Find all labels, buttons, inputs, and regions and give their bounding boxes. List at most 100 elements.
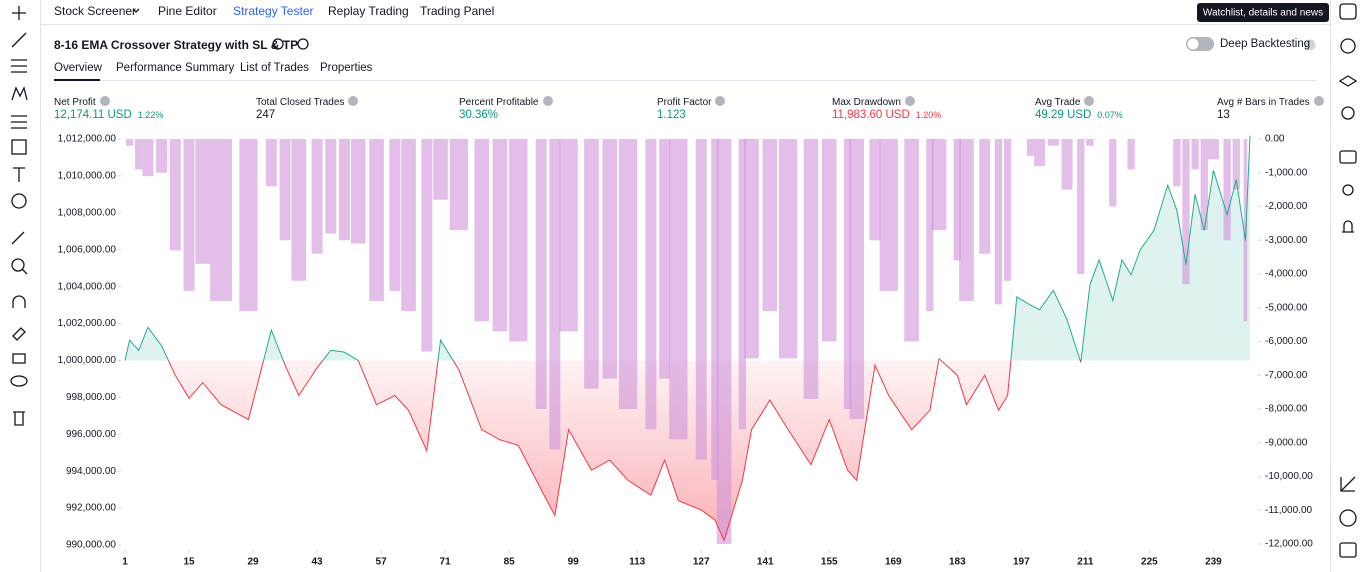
drawdown-bar bbox=[979, 139, 991, 254]
tab[interactable]: List of Trades bbox=[240, 62, 310, 74]
drawdown-bar bbox=[904, 139, 919, 342]
x-tick-label: 141 bbox=[757, 557, 774, 568]
drawdown-bar bbox=[738, 139, 747, 430]
y2-tick-label: -8,000.00 bbox=[1265, 404, 1308, 415]
x-tick-label: 57 bbox=[376, 557, 388, 568]
info-icon[interactable] bbox=[348, 96, 359, 106]
drawdown-bar bbox=[821, 139, 837, 342]
metric-value-text: 1.123 bbox=[657, 109, 686, 121]
y2-tick-label: -12,000.00 bbox=[1265, 539, 1313, 550]
y2-tick-label: -1,000.00 bbox=[1265, 167, 1308, 178]
nav-item[interactable]: Strategy Tester bbox=[233, 4, 314, 18]
drawdown-bar bbox=[1061, 139, 1073, 190]
help-icon[interactable] bbox=[1304, 39, 1316, 51]
right-tools[interactable] bbox=[1338, 3, 1358, 558]
drawdown-bar bbox=[695, 139, 707, 460]
nav-item[interactable]: Stock Screener bbox=[54, 4, 137, 18]
drawdown-bar bbox=[169, 139, 181, 251]
y-tick-label: 992,000.00 bbox=[66, 503, 116, 514]
info-icon[interactable] bbox=[904, 96, 915, 106]
drawdown-bar bbox=[279, 139, 291, 241]
drawdown-bar bbox=[843, 139, 852, 409]
equity-line bbox=[124, 135, 1251, 542]
y2-tick-label: -3,000.00 bbox=[1265, 235, 1308, 246]
drawdown-bar bbox=[433, 139, 448, 200]
drawdown-bar bbox=[1026, 139, 1035, 156]
drawdown-bar bbox=[339, 139, 350, 241]
drawdown-bar bbox=[421, 139, 433, 352]
deep-backtesting[interactable]: Deep Backtesting bbox=[1220, 38, 1311, 50]
tab[interactable]: Properties bbox=[320, 62, 373, 74]
tab[interactable]: Overview bbox=[54, 62, 102, 74]
alert-icon[interactable] bbox=[297, 38, 309, 50]
drawdown-bar bbox=[1232, 139, 1240, 190]
drawdown-bar bbox=[449, 139, 468, 231]
x-tick-label: 183 bbox=[949, 557, 966, 568]
drawdown-bar bbox=[1207, 139, 1219, 160]
drawdown-bar bbox=[716, 139, 732, 544]
info-icon[interactable] bbox=[542, 96, 553, 106]
drawdown-bar bbox=[711, 139, 719, 480]
x-tick-label: 85 bbox=[504, 557, 516, 568]
y-tick-label: 990,000.00 bbox=[66, 540, 116, 551]
metric-value-text: 247 bbox=[256, 109, 276, 121]
y-tick-label: 994,000.00 bbox=[66, 466, 116, 477]
toggle-knob bbox=[1187, 38, 1199, 50]
drawdown-bar bbox=[762, 139, 778, 312]
drawdown-bar bbox=[931, 139, 947, 231]
y-tick-label: 1,002,000.00 bbox=[58, 318, 117, 329]
y-tick-label: 996,000.00 bbox=[66, 429, 116, 440]
x-tick-label: 169 bbox=[885, 557, 902, 568]
info-icon[interactable] bbox=[99, 96, 110, 106]
y-tick-label: 998,000.00 bbox=[66, 392, 116, 403]
metric-label: Avg # Bars in Trades bbox=[1217, 96, 1324, 108]
y-tick-label: 1,004,000.00 bbox=[58, 281, 117, 292]
left-tools[interactable] bbox=[10, 6, 28, 426]
x-tick-label: 225 bbox=[1141, 557, 1158, 568]
drawdown-bar bbox=[879, 139, 898, 291]
settings-icon[interactable] bbox=[272, 38, 284, 50]
drawdown-bar bbox=[744, 139, 759, 359]
info-icon[interactable] bbox=[715, 96, 726, 106]
equity-area bbox=[125, 135, 1250, 541]
drawdown-bar bbox=[1047, 139, 1059, 146]
drawdown-bar bbox=[803, 139, 819, 399]
drawdown-bar bbox=[156, 139, 168, 173]
metric-label: Profit Factor bbox=[657, 96, 726, 108]
drawdown-bar bbox=[369, 139, 384, 301]
metric-change: 0.07% bbox=[1097, 110, 1123, 120]
drawdown-bar bbox=[474, 139, 490, 322]
drawdown-bar bbox=[195, 139, 211, 264]
nav-item[interactable]: Replay Trading bbox=[328, 4, 409, 18]
nav-item[interactable]: Trading Panel bbox=[420, 4, 495, 18]
drawdown-bar bbox=[1086, 139, 1094, 146]
info-icon[interactable] bbox=[1084, 96, 1095, 106]
x-tick-label: 43 bbox=[312, 557, 324, 568]
chevron[interactable] bbox=[132, 8, 140, 13]
y2-tick-label: 0.00 bbox=[1265, 134, 1285, 145]
metric-value-text: 12,174.11 USD bbox=[54, 109, 132, 121]
drawdown-bar bbox=[325, 139, 337, 234]
y-tick-label: 1,010,000.00 bbox=[58, 171, 117, 182]
info-icon[interactable] bbox=[1313, 96, 1324, 106]
metric-value: 13 bbox=[1217, 109, 1230, 121]
nav-item[interactable]: Pine Editor bbox=[158, 4, 217, 18]
drawdown-bar bbox=[645, 139, 657, 430]
drawdown-bar bbox=[1003, 139, 1012, 281]
drawdown-bar bbox=[778, 139, 798, 359]
drawdown-bar bbox=[659, 139, 671, 379]
drawdown-bar bbox=[849, 139, 865, 420]
drawdown-bar bbox=[1182, 139, 1190, 285]
metric-value: 49.29 USD 0.07% bbox=[1035, 109, 1123, 121]
metric-change: 1.22% bbox=[137, 110, 164, 120]
drawdown-bar bbox=[1173, 139, 1181, 187]
y2-tick-label: -11,000.00 bbox=[1265, 505, 1313, 516]
drawdown-bar bbox=[1200, 139, 1208, 231]
tab[interactable]: Performance Summary bbox=[116, 62, 235, 74]
metric-value: 1.123 bbox=[657, 109, 686, 121]
x-tick-label: 15 bbox=[183, 557, 195, 568]
drawdown-bar bbox=[618, 139, 638, 409]
drawdown-bar bbox=[959, 139, 974, 301]
